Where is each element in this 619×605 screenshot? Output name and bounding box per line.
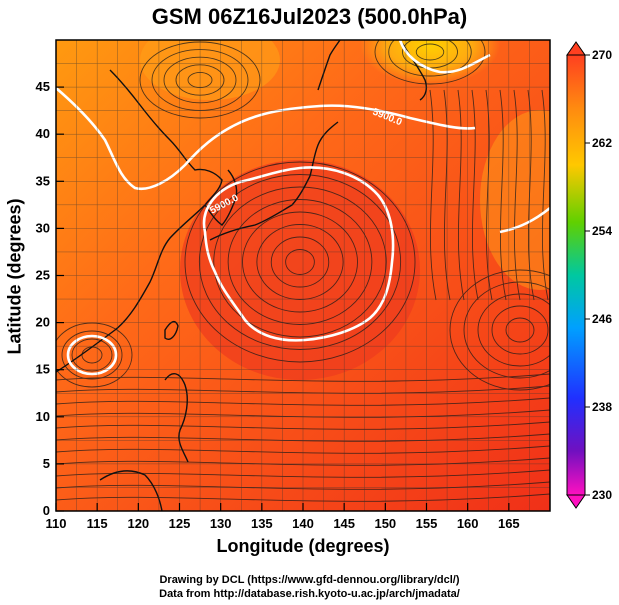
- streamline-loop: [477, 293, 550, 367]
- colorbar-scale: [566, 54, 586, 496]
- asia-coastline: [56, 69, 223, 373]
- colorbar-tick-label: 230: [592, 488, 612, 502]
- colorbar-tick-label: 238: [592, 400, 612, 414]
- streamline-flow: [56, 373, 550, 382]
- streamline-loop: [56, 322, 133, 388]
- cool-northeast-field: [360, 40, 500, 85]
- streamline-loop: [463, 281, 550, 379]
- y-tick-label: 40: [36, 126, 50, 141]
- streamline-flow: [443, 89, 451, 301]
- contour-5900-low: [66, 334, 118, 376]
- streamline-loop: [415, 43, 445, 61]
- taiwan-coastline: [164, 320, 179, 340]
- y-tick-label: 25: [36, 268, 50, 283]
- japan-coastline: [209, 121, 339, 241]
- streamline-flow: [56, 421, 550, 430]
- streamline-loop: [449, 269, 550, 391]
- streamline-loop: [213, 186, 387, 338]
- sakhalin-coastline: [317, 40, 341, 91]
- streamline-flow: [56, 469, 550, 478]
- streamline-loop: [227, 199, 373, 325]
- streamline-flow: [56, 445, 550, 454]
- streamline-flow: [513, 89, 521, 301]
- x-tick-label: 140: [292, 516, 314, 531]
- x-tick-label: 130: [210, 516, 232, 531]
- borneo-coastline: [99, 470, 163, 511]
- colorbar-tick-label: 270: [592, 48, 612, 62]
- chart-title: GSM 06Z16Jul2023 (500.0hPa): [151, 4, 468, 29]
- streamline-loop: [374, 40, 486, 85]
- streamline-flow: [56, 397, 550, 406]
- y-tick-label: 15: [36, 362, 50, 377]
- x-tick-label: 155: [416, 516, 438, 531]
- y-axis: 0 5 10 15 20 25 30 35 40 45: [36, 79, 64, 518]
- x-tick-label: 125: [169, 516, 191, 531]
- x-tick-label: 135: [251, 516, 273, 531]
- colorbar-tick-label: 254: [592, 224, 612, 238]
- streamline-flow: [499, 89, 507, 301]
- streamline-loop: [505, 317, 535, 343]
- x-tick-label: 150: [374, 516, 396, 531]
- contour-5900-northeast: [398, 40, 491, 74]
- y-tick-label: 35: [36, 173, 50, 188]
- streamline-loop: [285, 249, 315, 275]
- philippines-coastline: [164, 373, 189, 463]
- streamline-loop: [242, 211, 358, 313]
- streamline-flow: [429, 89, 437, 301]
- colorbar-ticks: 270 262 254 246 238 230: [585, 48, 612, 502]
- streamline-loop: [184, 161, 416, 363]
- y-tick-label: 20: [36, 315, 50, 330]
- x-tick-label: 160: [457, 516, 479, 531]
- grid-lines: [56, 40, 550, 511]
- y-tick-label: 0: [43, 503, 50, 518]
- contour-5900-east: [499, 206, 550, 234]
- x-axis: 110 115 120 125 130 135 140 145 150 155 160 165: [46, 503, 520, 531]
- streamline-flow: [457, 89, 465, 301]
- x-tick-label: 165: [498, 516, 520, 531]
- streamline-flow: [471, 89, 479, 301]
- streamline-flow: [56, 409, 550, 418]
- streamline-loop: [198, 174, 402, 350]
- streamline-loop: [388, 40, 472, 77]
- y-tick-label: 10: [36, 409, 50, 424]
- colorbar-tick-label: 246: [592, 312, 612, 326]
- x-tick-label: 110: [46, 516, 67, 531]
- streamline-flow: [56, 385, 550, 394]
- y-tick-label: 45: [36, 79, 50, 94]
- x-axis-title: Longitude (degrees): [216, 536, 390, 556]
- streamline-loop: [491, 305, 549, 355]
- streamline-loop: [256, 224, 344, 300]
- y-tick-label: 30: [36, 220, 50, 235]
- x-tick-label: 145: [333, 516, 355, 531]
- colorbar-tick-label: 262: [592, 136, 612, 150]
- coastlines: [56, 40, 428, 511]
- x-tick-label: 115: [87, 516, 108, 531]
- colorbar-bottom-arrow: [566, 494, 586, 509]
- colorbar: 270 262 254 246 238 230: [566, 41, 612, 509]
- contour-5900-ring: [202, 166, 395, 342]
- credit-data: Data from http://database.rish.kyoto-u.a…: [159, 588, 460, 600]
- streamline-loop: [71, 338, 113, 372]
- streamline-flow: [56, 433, 550, 442]
- streamline-flow: [56, 493, 550, 502]
- plot-area: 5900.0 5900.0: [56, 40, 550, 511]
- colorbar-top-arrow: [566, 41, 586, 56]
- wind-streamlines: [56, 40, 550, 502]
- streamline-loop: [270, 236, 330, 288]
- credit-drawing: Drawing by DCL (https://www.gfd-dennou.o…: [159, 574, 460, 586]
- y-tick-label: 5: [43, 456, 50, 471]
- streamline-loop: [61, 330, 123, 380]
- y-axis-title: Latitude (degrees): [4, 198, 25, 355]
- x-tick-label: 120: [127, 516, 149, 531]
- streamline-flow: [541, 89, 549, 301]
